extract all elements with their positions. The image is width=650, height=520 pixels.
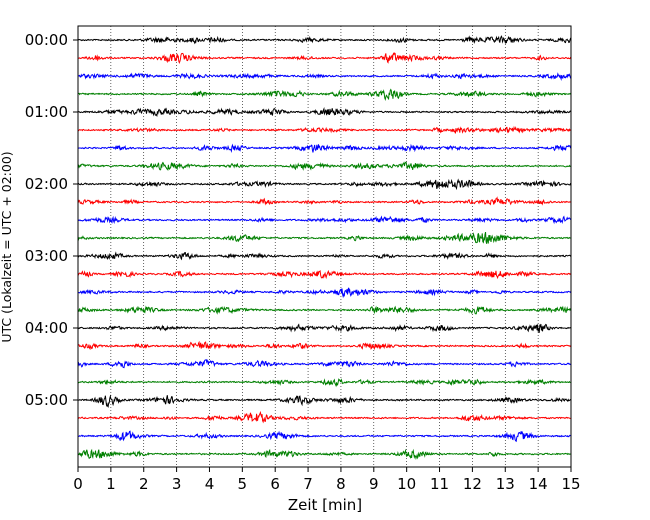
y-axis-label: UTC (Lokalzeit = UTC + 02:00): [0, 151, 14, 342]
x-tick-label: 1: [106, 475, 116, 493]
y-tick-label: 01:00: [25, 103, 68, 121]
seismogram-trace: [77, 52, 572, 64]
x-tick-label: 11: [430, 475, 449, 493]
seismogram-trace: [77, 269, 572, 280]
seismogram-trace: [77, 287, 572, 299]
y-tick-label: 04:00: [25, 319, 68, 337]
y-tick-label: 02:00: [25, 175, 68, 193]
x-tick-label: 5: [238, 475, 248, 493]
seismogram-trace: [77, 125, 572, 134]
x-tick-label: 14: [529, 475, 548, 493]
seismogram-trace: [77, 251, 572, 261]
x-axis-label: Zeit [min]: [288, 496, 362, 514]
x-tick-label: 3: [172, 475, 182, 493]
seismogram-trace: [77, 448, 572, 461]
x-tick-label: 4: [205, 475, 215, 493]
seismogram-trace: [77, 215, 572, 225]
y-tick-label: 03:00: [25, 247, 68, 265]
seismogram-trace: [77, 305, 572, 315]
x-tick-label: 2: [139, 475, 149, 493]
seismogram-trace: [77, 231, 572, 244]
seismogram-trace: [77, 107, 572, 118]
seismogram-trace: [77, 394, 572, 408]
x-axis-ticks: 0 1 2 3 4 5 6 7 8 9 10 11 12 13 14 15: [73, 467, 581, 493]
x-tick-label: 0: [73, 475, 83, 493]
seismogram-trace: [77, 161, 572, 172]
seismogram-trace: [77, 196, 572, 206]
x-tick-label: 9: [369, 475, 379, 493]
y-tick-label: 05:00: [25, 391, 68, 409]
seismogram-trace: [77, 410, 572, 424]
seismogram-trace: [77, 35, 572, 45]
x-tick-label: 12: [463, 475, 482, 493]
traces-layer: [77, 35, 572, 461]
seismogram-trace: [77, 72, 572, 82]
seismogram-trace: [77, 178, 572, 191]
plot-frame: [77, 25, 572, 468]
y-tick-label: 00:00: [25, 31, 68, 49]
seismogram-trace: [77, 358, 572, 369]
x-tick-label: 10: [397, 475, 416, 493]
seismogram-trace: [77, 88, 572, 101]
x-tick-label: 15: [561, 475, 580, 493]
x-tick-label: 7: [303, 475, 313, 493]
y-axis-ticks: 00:00 01:00 02:00 03:00 04:00 05:00: [25, 31, 78, 409]
seismogram-trace: [77, 340, 572, 351]
x-tick-label: 13: [496, 475, 515, 493]
seismogram-trace: [77, 323, 572, 333]
seismogram-trace: [77, 378, 572, 388]
seismogram-trace: [77, 143, 572, 153]
x-tick-label: 6: [270, 475, 280, 493]
seismogram-trace: [77, 430, 572, 443]
x-tick-label: 8: [336, 475, 346, 493]
